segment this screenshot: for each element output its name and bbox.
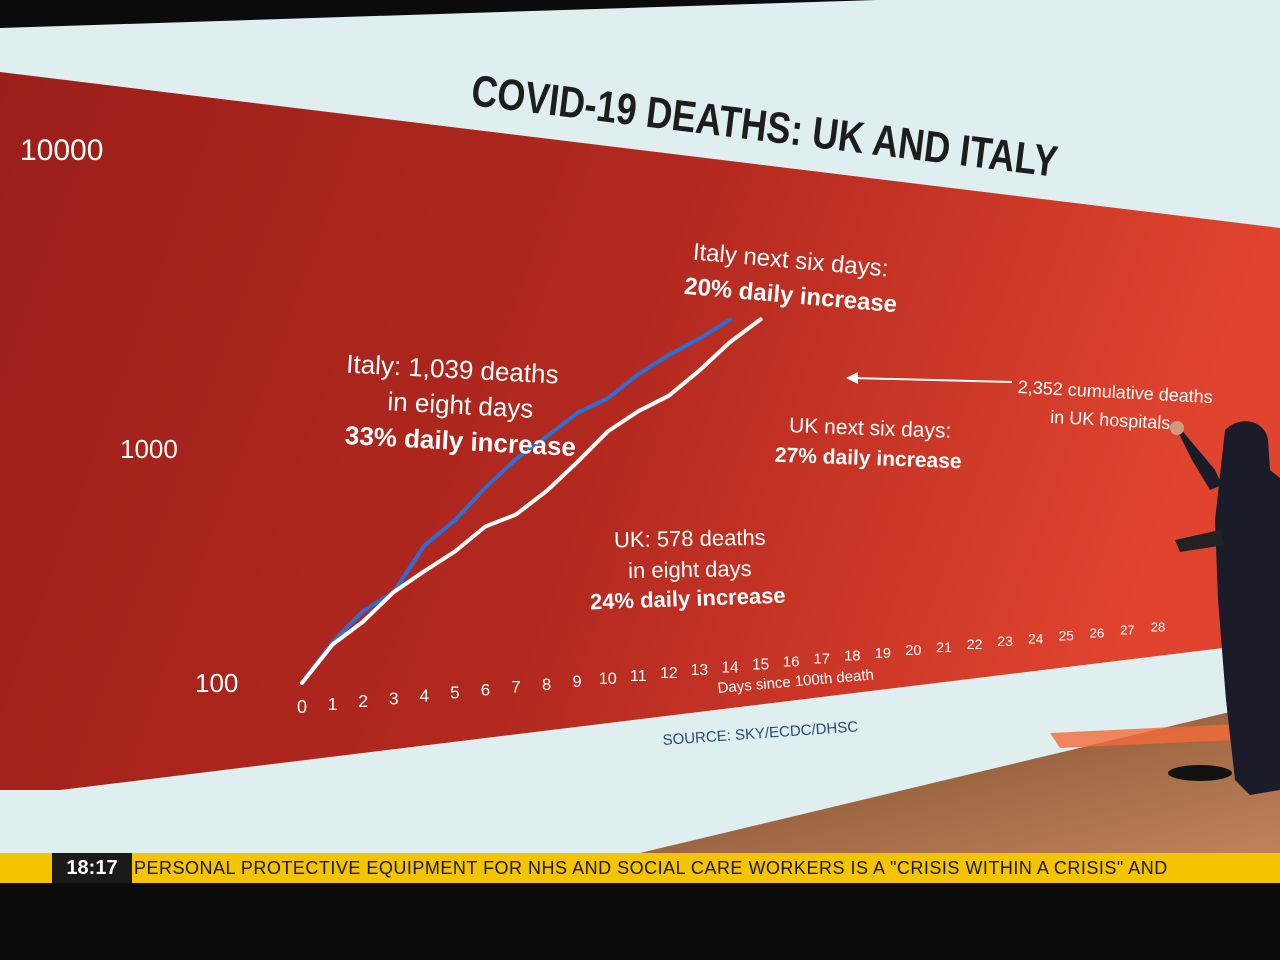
- x-tick-label: 2: [358, 691, 368, 711]
- y-tick-label: 100: [195, 668, 238, 698]
- x-tick-label: 4: [419, 685, 429, 705]
- x-tick-label: 21: [936, 640, 952, 656]
- x-tick-label: 25: [1059, 628, 1074, 643]
- ticker-time: 18:17: [52, 853, 132, 883]
- floor-light: [1050, 722, 1280, 748]
- y-tick-label: 1000: [120, 434, 178, 464]
- x-tick-label: 5: [450, 684, 460, 703]
- x-tick-label: 20: [905, 643, 921, 659]
- x-tick-label: 11: [630, 668, 647, 685]
- x-tick-label: 3: [389, 688, 399, 708]
- x-tick-label: 24: [1028, 631, 1044, 646]
- svg-text:UK: 578 deaths: UK: 578 deaths: [614, 525, 766, 553]
- x-tick-label: 16: [783, 654, 800, 671]
- presenter: [1168, 420, 1280, 795]
- x-tick-label: 27: [1120, 623, 1135, 638]
- x-tick-label: 14: [721, 659, 739, 676]
- x-tick-label: 8: [542, 675, 551, 694]
- x-tick-label: 10: [599, 670, 617, 688]
- x-tick-label: 18: [844, 649, 860, 665]
- x-tick-label: 0: [297, 697, 307, 717]
- ticker-headline: PERSONAL PROTECTIVE EQUIPMENT FOR NHS AN…: [134, 858, 1168, 878]
- x-tick-label: 22: [967, 636, 983, 652]
- x-tick-label: 19: [875, 646, 891, 662]
- svg-text:UK next six days:: UK next six days:: [789, 414, 952, 443]
- chart-panel: [0, 72, 1280, 790]
- x-tick-label: 23: [997, 633, 1013, 649]
- x-tick-label: 9: [573, 673, 582, 691]
- x-tick-label: 26: [1090, 626, 1105, 641]
- x-tick-label: 13: [691, 662, 709, 679]
- x-tick-label: 1: [328, 694, 338, 714]
- svg-text:in eight days: in eight days: [628, 556, 752, 583]
- x-tick-label: 17: [813, 652, 830, 668]
- x-tick-label: 7: [511, 678, 520, 697]
- x-tick-label: 12: [660, 665, 678, 682]
- x-tick-label: 15: [752, 656, 769, 673]
- x-tick-label: 6: [481, 681, 490, 700]
- series-line-italy: [300, 317, 732, 685]
- annotation-arrow: [846, 372, 1013, 384]
- y-tick-label: 10000: [20, 134, 103, 167]
- series-line-uk: [300, 317, 763, 685]
- x-tick-label: 28: [1151, 620, 1165, 635]
- news-ticker: 18:17 PERSONAL PROTECTIVE EQUIPMENT FOR …: [0, 853, 1280, 883]
